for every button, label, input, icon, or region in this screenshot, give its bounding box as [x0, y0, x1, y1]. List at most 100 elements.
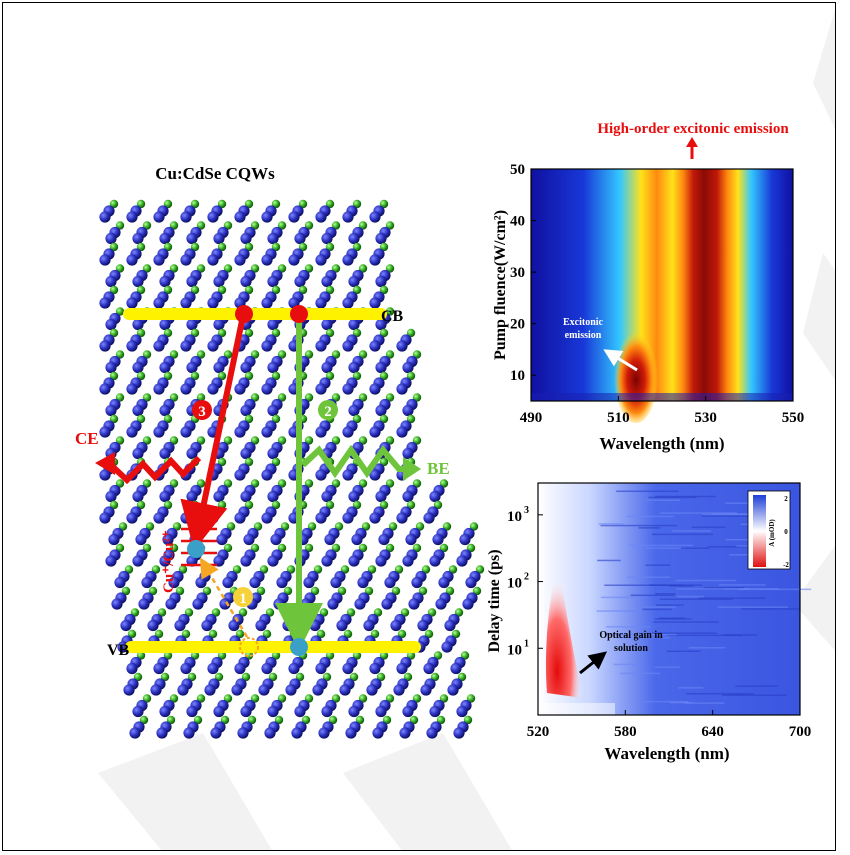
lattice-atom-se — [301, 715, 311, 725]
lattice-atom-cd — [345, 727, 357, 739]
lattice-atom-se — [304, 221, 314, 230]
lattice-atom-se — [244, 285, 254, 295]
lattice-atom-cd — [363, 619, 375, 632]
lattice-atom-se — [196, 479, 206, 488]
lattice-atom-se — [226, 522, 236, 531]
lattice-atom-se — [244, 199, 254, 209]
lattice-atom-cd — [321, 490, 333, 503]
lattice-atom-cd — [384, 576, 396, 589]
lattice-atom-se — [352, 328, 362, 338]
heatmap-streak — [600, 596, 638, 599]
lattice-atom-se — [217, 651, 227, 660]
lattice-atom-cd — [180, 662, 192, 675]
heatmap-streak — [688, 647, 725, 649]
lattice-atom-cd — [267, 275, 279, 288]
lattice-atom-se — [325, 371, 335, 381]
energy-diagram: CB VB Cu⁺/Cu²⁺ 3 2 1 CE BE — [75, 305, 450, 659]
lattice-atom-cd — [261, 512, 273, 524]
lattice-atom-se — [253, 522, 263, 531]
lattice-atom-se — [277, 393, 287, 402]
lattice-atom-cd — [234, 211, 246, 223]
lattice-atom-cd — [159, 232, 171, 245]
lattice-atom-se — [379, 414, 389, 424]
lattice-atom-cd — [399, 727, 411, 739]
delay-xtick-label: 640 — [701, 724, 724, 740]
lattice-atom-cd — [348, 705, 360, 718]
lattice-atom-cd — [261, 662, 273, 675]
lattice-atom-cd — [348, 275, 360, 288]
fluence-ytick-label: 40 — [510, 214, 525, 230]
heatmap-streak — [680, 547, 709, 549]
lattice-atom-se — [223, 694, 233, 703]
lattice-atom-se — [274, 715, 284, 725]
lattice-atom-cd — [213, 361, 225, 374]
lattice-atom-se — [196, 350, 206, 359]
lattice-atom-se — [109, 199, 119, 209]
heatmap-streak — [698, 597, 766, 599]
lattice-atom-cd — [402, 447, 414, 460]
heatmap-streak — [691, 526, 726, 529]
heatmap-streak — [684, 702, 725, 704]
lattice-atom-cd — [315, 512, 327, 524]
lattice-atom-se — [313, 565, 323, 574]
lattice-atom-cd — [348, 361, 360, 374]
lattice-atom-cd — [99, 297, 111, 309]
fluence-ylabel: Pump fluence(W/cm²) — [492, 210, 509, 360]
lattice-atom-cd — [186, 232, 198, 245]
lattice-atom-se — [412, 393, 422, 402]
lattice-atom-se — [454, 608, 464, 617]
lattice-atom-cd — [396, 512, 408, 524]
lattice-atom-se — [178, 565, 188, 574]
lattice-atom-cd — [207, 383, 219, 395]
heatmap-streak — [659, 617, 685, 619]
lattice-atom-cd — [105, 404, 117, 417]
lattice-atom-cd — [342, 662, 354, 675]
heatmap-streak — [596, 610, 637, 612]
lattice-atom-se — [121, 586, 131, 596]
lattice-atom-se — [412, 479, 422, 488]
cb-label: CB — [381, 308, 404, 325]
lattice-atom-se — [406, 651, 416, 660]
lattice-atom-cd — [153, 297, 165, 309]
lattice-atom-cd — [234, 254, 246, 266]
lattice-atom-se — [163, 199, 173, 209]
delay-xtick-label: 520 — [527, 724, 550, 740]
lattice-atom-se — [109, 242, 119, 252]
lattice-atom-cd — [369, 426, 381, 438]
lattice-atom-cd — [402, 555, 414, 567]
lattice-atom-se — [331, 694, 341, 703]
cb-electron-1 — [235, 305, 253, 323]
lattice-atom-cd — [249, 576, 261, 589]
lattice-atom-cd — [180, 340, 192, 352]
lattice-atom-cd — [105, 490, 117, 503]
lattice-atom-se — [358, 694, 368, 703]
lattice-atom-cd — [123, 684, 135, 696]
lattice-atom-se — [391, 586, 401, 596]
lattice-atom-cd — [330, 576, 342, 589]
lattice-atom-se — [367, 565, 377, 574]
heatmap-streak — [646, 499, 681, 501]
background-watermark — [98, 9, 835, 850]
lattice-atom-cd — [126, 254, 138, 266]
lattice-atom-cd — [348, 490, 360, 503]
lattice-atom-cd — [186, 361, 198, 374]
lattice-atom-cd — [375, 490, 387, 503]
lattice-atom-cd — [369, 383, 381, 395]
heatmap-streak — [703, 587, 745, 589]
lattice-atom-se — [133, 672, 143, 682]
lattice-atom-cd — [153, 340, 165, 352]
lattice-atom-se — [424, 629, 434, 639]
high-order-annotation: High-order excitonic emission — [597, 121, 789, 137]
lattice-atom-cd — [159, 555, 171, 567]
heatmap-streak — [707, 546, 780, 548]
lattice-atom-se — [277, 479, 287, 488]
lattice-atom-cd — [261, 297, 273, 309]
lattice-atom-se — [475, 565, 485, 574]
heatmap-streak — [600, 524, 677, 527]
lattice-atom-cd — [159, 490, 171, 503]
lattice-atom-cd — [150, 684, 162, 696]
lattice-atom-cd — [369, 211, 381, 223]
lattice-atom-cd — [261, 254, 273, 266]
